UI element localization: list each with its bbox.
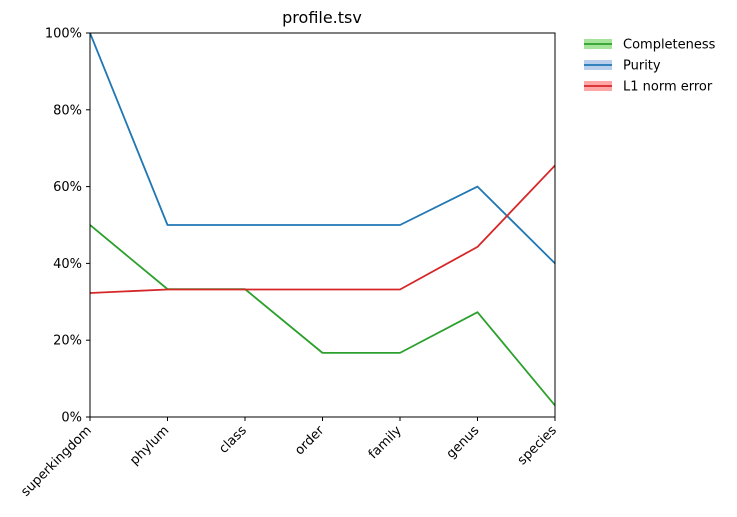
x-tick-label-superkingdom: superkingdom [18, 423, 94, 499]
x-tick-label-order: order [292, 423, 328, 459]
y-tick-label: 80% [53, 103, 82, 118]
x-tick-label-species: species [515, 423, 560, 468]
x-tick-label-genus: genus [444, 423, 483, 462]
chart-title: profile.tsv [282, 8, 362, 27]
legend-label-l1-norm-error: L1 norm error [623, 80, 713, 95]
y-tick-label: 100% [45, 27, 82, 42]
series-line-purity [90, 32, 555, 265]
y-axis: 0% 20% 40% 60% 80% 100% [45, 27, 90, 426]
y-tick-label: 60% [53, 180, 82, 195]
x-tick-label-phylum: phylum [127, 423, 172, 468]
y-tick-label: 20% [53, 334, 82, 349]
x-tick-label-class: class [216, 423, 250, 457]
legend-label-completeness: Completeness [623, 38, 716, 53]
x-axis: superkingdom phylum class order family genus s… [18, 417, 560, 500]
y-tick-label: 40% [53, 257, 82, 272]
plot-frame [89, 32, 556, 418]
y-tick-label: 0% [61, 411, 82, 426]
series-line-l1-norm-error [90, 164, 555, 294]
legend-label-purity: Purity [623, 59, 661, 74]
series-layer [90, 32, 555, 407]
legend: Completeness Purity L1 norm error [584, 38, 716, 95]
x-tick-label-family: family [366, 423, 405, 462]
series-line-completeness [90, 224, 555, 407]
